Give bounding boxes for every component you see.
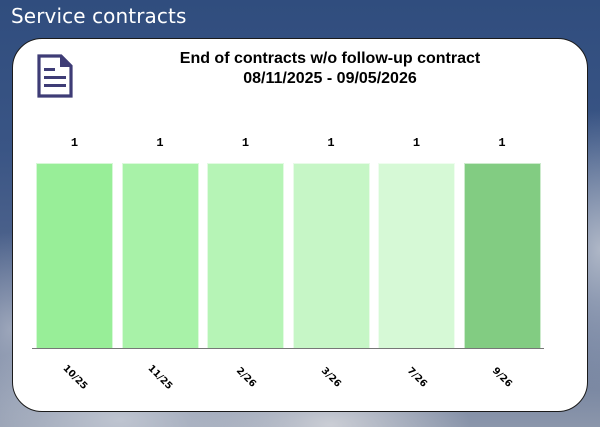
bar-value-label: 1: [156, 136, 164, 150]
app-title: Service contracts: [11, 4, 187, 28]
bar-3-26[interactable]: [292, 163, 370, 349]
bar-value-label: 1: [498, 136, 506, 150]
x-tick-label: 7/26: [404, 365, 429, 390]
bar-value-label: 1: [412, 136, 421, 150]
chart-title-line1: End of contracts w/o follow-up contract: [179, 50, 481, 67]
bar-9-26[interactable]: [463, 163, 541, 349]
x-axis-line: [32, 348, 544, 349]
x-tick-label: 3/26: [318, 365, 344, 390]
bar-2-26[interactable]: [207, 163, 284, 349]
bar-value-label: 1: [70, 136, 79, 150]
x-tick-label: 9/26: [489, 365, 515, 390]
chart-date-range: 08/11/2025 - 09/05/2026: [243, 70, 417, 87]
bar-11-25[interactable]: [121, 163, 199, 349]
bar-10-25[interactable]: [36, 163, 113, 349]
bar-value-label: 1: [241, 136, 250, 150]
bar-7-26[interactable]: [378, 163, 455, 349]
bar-value-label: 1: [327, 136, 335, 150]
x-tick-label: 11/25: [145, 363, 175, 392]
document-icon: [37, 54, 73, 98]
chart-card: End of contracts w/o follow-up contract …: [12, 38, 588, 412]
bar-area: 1 1 1 1 1 1: [36, 136, 542, 349]
x-tick-label: 2/26: [233, 365, 258, 390]
x-tick-label: 10/25: [60, 363, 89, 392]
chart-title: End of contracts w/o follow-up contract …: [93, 49, 567, 89]
